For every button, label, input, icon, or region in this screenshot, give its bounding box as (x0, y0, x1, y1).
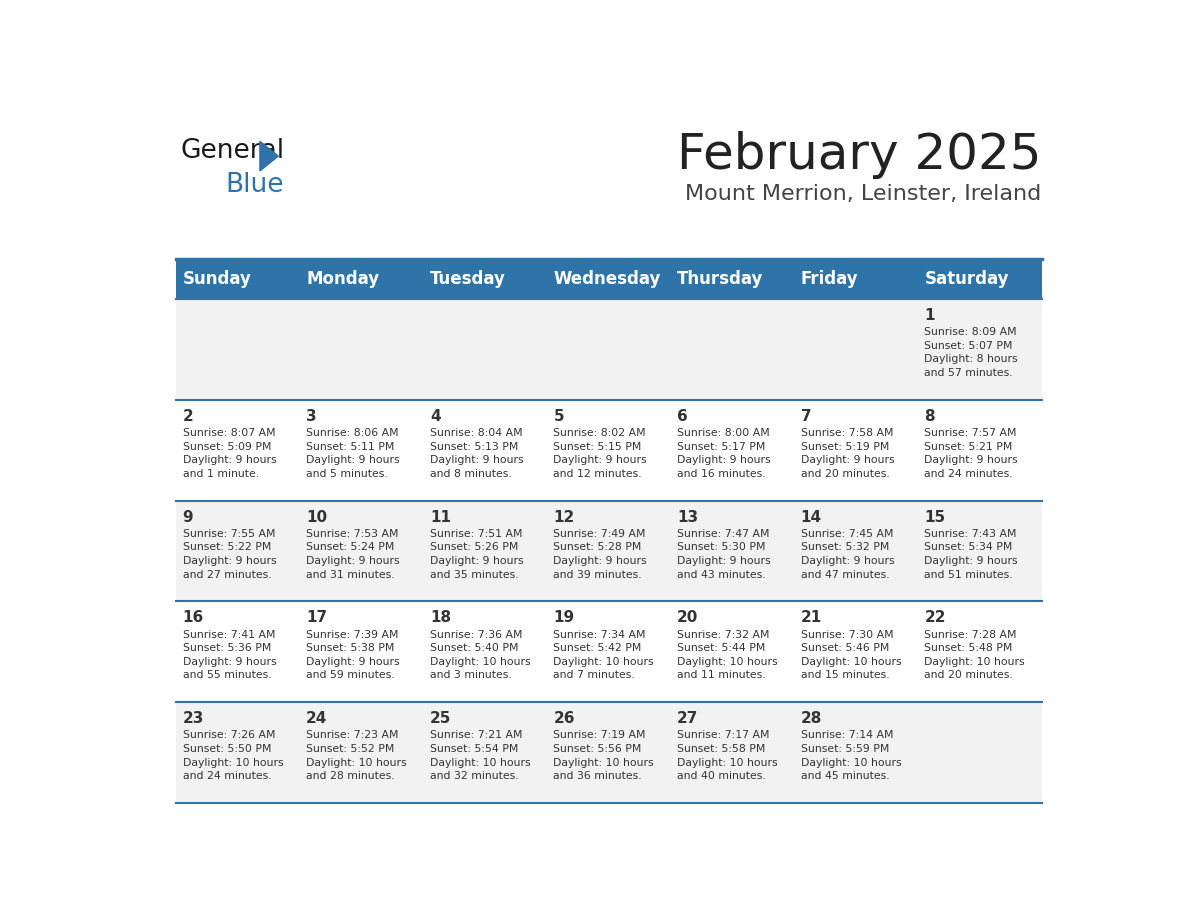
Text: 1: 1 (924, 308, 935, 323)
Text: 23: 23 (183, 711, 204, 726)
Text: Blue: Blue (225, 173, 284, 198)
FancyBboxPatch shape (176, 399, 1042, 500)
Text: Sunrise: 7:53 AM
Sunset: 5:24 PM
Daylight: 9 hours
and 31 minutes.: Sunrise: 7:53 AM Sunset: 5:24 PM Dayligh… (307, 529, 400, 579)
Text: 11: 11 (430, 509, 450, 525)
Text: February 2025: February 2025 (677, 131, 1042, 179)
Text: Sunrise: 7:58 AM
Sunset: 5:19 PM
Daylight: 9 hours
and 20 minutes.: Sunrise: 7:58 AM Sunset: 5:19 PM Dayligh… (801, 428, 895, 479)
Text: Sunrise: 8:06 AM
Sunset: 5:11 PM
Daylight: 9 hours
and 5 minutes.: Sunrise: 8:06 AM Sunset: 5:11 PM Dayligh… (307, 428, 400, 479)
Text: Sunrise: 7:32 AM
Sunset: 5:44 PM
Daylight: 10 hours
and 11 minutes.: Sunrise: 7:32 AM Sunset: 5:44 PM Dayligh… (677, 630, 778, 680)
Text: 18: 18 (430, 610, 451, 625)
FancyBboxPatch shape (176, 601, 1042, 702)
Text: Sunrise: 7:19 AM
Sunset: 5:56 PM
Daylight: 10 hours
and 36 minutes.: Sunrise: 7:19 AM Sunset: 5:56 PM Dayligh… (554, 731, 655, 781)
Text: Sunrise: 7:36 AM
Sunset: 5:40 PM
Daylight: 10 hours
and 3 minutes.: Sunrise: 7:36 AM Sunset: 5:40 PM Dayligh… (430, 630, 531, 680)
Text: Sunrise: 7:41 AM
Sunset: 5:36 PM
Daylight: 9 hours
and 55 minutes.: Sunrise: 7:41 AM Sunset: 5:36 PM Dayligh… (183, 630, 276, 680)
Text: Sunrise: 7:14 AM
Sunset: 5:59 PM
Daylight: 10 hours
and 45 minutes.: Sunrise: 7:14 AM Sunset: 5:59 PM Dayligh… (801, 731, 902, 781)
Text: Sunrise: 7:55 AM
Sunset: 5:22 PM
Daylight: 9 hours
and 27 minutes.: Sunrise: 7:55 AM Sunset: 5:22 PM Dayligh… (183, 529, 276, 579)
Text: Sunrise: 7:45 AM
Sunset: 5:32 PM
Daylight: 9 hours
and 47 minutes.: Sunrise: 7:45 AM Sunset: 5:32 PM Dayligh… (801, 529, 895, 579)
Text: Sunrise: 8:09 AM
Sunset: 5:07 PM
Daylight: 8 hours
and 57 minutes.: Sunrise: 8:09 AM Sunset: 5:07 PM Dayligh… (924, 327, 1018, 378)
Text: 4: 4 (430, 409, 441, 424)
Text: 7: 7 (801, 409, 811, 424)
Text: Sunrise: 7:39 AM
Sunset: 5:38 PM
Daylight: 9 hours
and 59 minutes.: Sunrise: 7:39 AM Sunset: 5:38 PM Dayligh… (307, 630, 400, 680)
Text: 17: 17 (307, 610, 328, 625)
Text: 24: 24 (307, 711, 328, 726)
Text: 21: 21 (801, 610, 822, 625)
Text: Sunrise: 8:00 AM
Sunset: 5:17 PM
Daylight: 9 hours
and 16 minutes.: Sunrise: 8:00 AM Sunset: 5:17 PM Dayligh… (677, 428, 771, 479)
Text: Sunrise: 7:28 AM
Sunset: 5:48 PM
Daylight: 10 hours
and 20 minutes.: Sunrise: 7:28 AM Sunset: 5:48 PM Dayligh… (924, 630, 1025, 680)
Text: Tuesday: Tuesday (430, 270, 506, 287)
Text: Wednesday: Wednesday (554, 270, 661, 287)
Text: 27: 27 (677, 711, 699, 726)
Polygon shape (260, 141, 278, 171)
Text: 2: 2 (183, 409, 194, 424)
Text: 16: 16 (183, 610, 204, 625)
Text: 8: 8 (924, 409, 935, 424)
Text: Friday: Friday (801, 270, 859, 287)
FancyBboxPatch shape (176, 702, 1042, 803)
Text: 5: 5 (554, 409, 564, 424)
Text: 20: 20 (677, 610, 699, 625)
Text: Sunrise: 7:26 AM
Sunset: 5:50 PM
Daylight: 10 hours
and 24 minutes.: Sunrise: 7:26 AM Sunset: 5:50 PM Dayligh… (183, 731, 283, 781)
Text: General: General (181, 139, 285, 164)
Text: 22: 22 (924, 610, 946, 625)
Text: 14: 14 (801, 509, 822, 525)
Text: Sunrise: 7:49 AM
Sunset: 5:28 PM
Daylight: 9 hours
and 39 minutes.: Sunrise: 7:49 AM Sunset: 5:28 PM Dayligh… (554, 529, 647, 579)
Text: 13: 13 (677, 509, 699, 525)
Text: Saturday: Saturday (924, 270, 1009, 287)
Text: Sunrise: 7:43 AM
Sunset: 5:34 PM
Daylight: 9 hours
and 51 minutes.: Sunrise: 7:43 AM Sunset: 5:34 PM Dayligh… (924, 529, 1018, 579)
Text: Sunrise: 8:02 AM
Sunset: 5:15 PM
Daylight: 9 hours
and 12 minutes.: Sunrise: 8:02 AM Sunset: 5:15 PM Dayligh… (554, 428, 647, 479)
Text: Mount Merrion, Leinster, Ireland: Mount Merrion, Leinster, Ireland (685, 185, 1042, 205)
Text: Sunrise: 7:47 AM
Sunset: 5:30 PM
Daylight: 9 hours
and 43 minutes.: Sunrise: 7:47 AM Sunset: 5:30 PM Dayligh… (677, 529, 771, 579)
Text: Sunrise: 8:04 AM
Sunset: 5:13 PM
Daylight: 9 hours
and 8 minutes.: Sunrise: 8:04 AM Sunset: 5:13 PM Dayligh… (430, 428, 524, 479)
Text: 10: 10 (307, 509, 328, 525)
Text: 15: 15 (924, 509, 946, 525)
Text: Sunrise: 7:30 AM
Sunset: 5:46 PM
Daylight: 10 hours
and 15 minutes.: Sunrise: 7:30 AM Sunset: 5:46 PM Dayligh… (801, 630, 902, 680)
Text: Thursday: Thursday (677, 270, 764, 287)
Text: Monday: Monday (307, 270, 379, 287)
Text: 25: 25 (430, 711, 451, 726)
FancyBboxPatch shape (176, 299, 1042, 399)
Text: 3: 3 (307, 409, 317, 424)
Text: 19: 19 (554, 610, 575, 625)
Text: Sunrise: 7:34 AM
Sunset: 5:42 PM
Daylight: 10 hours
and 7 minutes.: Sunrise: 7:34 AM Sunset: 5:42 PM Dayligh… (554, 630, 655, 680)
Text: Sunrise: 8:07 AM
Sunset: 5:09 PM
Daylight: 9 hours
and 1 minute.: Sunrise: 8:07 AM Sunset: 5:09 PM Dayligh… (183, 428, 276, 479)
Text: 12: 12 (554, 509, 575, 525)
Text: 26: 26 (554, 711, 575, 726)
Text: 28: 28 (801, 711, 822, 726)
Text: Sunrise: 7:57 AM
Sunset: 5:21 PM
Daylight: 9 hours
and 24 minutes.: Sunrise: 7:57 AM Sunset: 5:21 PM Dayligh… (924, 428, 1018, 479)
Text: Sunrise: 7:23 AM
Sunset: 5:52 PM
Daylight: 10 hours
and 28 minutes.: Sunrise: 7:23 AM Sunset: 5:52 PM Dayligh… (307, 731, 406, 781)
Text: 6: 6 (677, 409, 688, 424)
Text: Sunrise: 7:21 AM
Sunset: 5:54 PM
Daylight: 10 hours
and 32 minutes.: Sunrise: 7:21 AM Sunset: 5:54 PM Dayligh… (430, 731, 531, 781)
Text: Sunday: Sunday (183, 270, 252, 287)
FancyBboxPatch shape (176, 500, 1042, 601)
Text: Sunrise: 7:51 AM
Sunset: 5:26 PM
Daylight: 9 hours
and 35 minutes.: Sunrise: 7:51 AM Sunset: 5:26 PM Dayligh… (430, 529, 524, 579)
FancyBboxPatch shape (176, 259, 1042, 299)
Text: 9: 9 (183, 509, 194, 525)
Text: Sunrise: 7:17 AM
Sunset: 5:58 PM
Daylight: 10 hours
and 40 minutes.: Sunrise: 7:17 AM Sunset: 5:58 PM Dayligh… (677, 731, 778, 781)
